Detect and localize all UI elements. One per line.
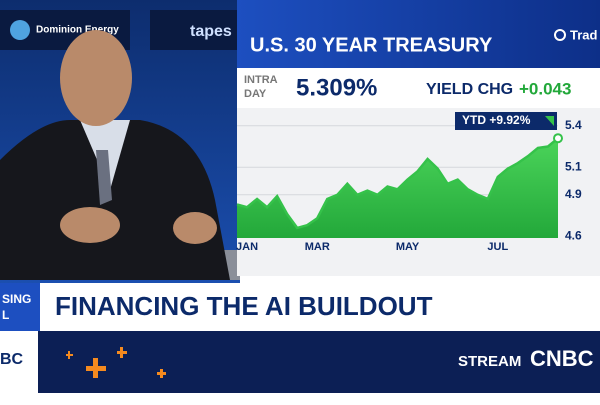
ytd-box [455, 112, 557, 130]
area [237, 138, 558, 238]
brand-icon [554, 29, 566, 41]
y-tick-label: 5.4 [565, 118, 582, 132]
headline: FINANCING THE AI BUILDOUT [55, 291, 433, 321]
wall-text: tapes [190, 23, 232, 40]
person-hand [60, 207, 120, 243]
person-tie [96, 150, 112, 205]
yield-value: 5.309% [296, 74, 377, 101]
line [236, 137, 559, 230]
x-tick-label: JUL [487, 241, 508, 253]
change-value: +0.043 [519, 79, 571, 98]
change-label: YIELD CHG [426, 81, 513, 98]
tag-box [0, 283, 40, 331]
person-hand [173, 212, 217, 244]
ytd-label: YTD +9.92% [462, 113, 531, 127]
headline-bar [0, 283, 600, 331]
tag-text: SING [2, 292, 31, 306]
studio-logo: Dominion Energy [36, 25, 119, 36]
left-logo-box [0, 331, 38, 393]
person-suit [0, 120, 230, 280]
y-tick-label: 5.1 [565, 159, 582, 173]
logo-icon [10, 20, 30, 40]
chart-header [237, 0, 600, 68]
x-tick-label: JAN [236, 241, 258, 253]
quote-bar [237, 68, 600, 108]
x-tick-label: MAY [396, 241, 420, 253]
y-tick-label: 4.9 [565, 187, 582, 201]
tag-text: L [2, 308, 9, 322]
intraday-label: DAY [244, 88, 267, 100]
plot: 5.4 5.1 4.9 4.6 JAN MAR MAY JUL [236, 118, 582, 253]
chart-title: U.S. 30 YEAR TREASURY [250, 34, 493, 56]
intraday-label: INTRA [244, 74, 278, 86]
left-logo: BC [0, 351, 24, 368]
stream-label: STREAM [458, 353, 521, 370]
end-point [553, 133, 563, 144]
ytd-arrow [545, 116, 554, 126]
network-logo: CNBC [530, 346, 594, 371]
decor-plus [66, 347, 166, 378]
studio-screen [150, 10, 240, 50]
y-tick-label: 4.6 [565, 228, 582, 242]
person-head [60, 30, 132, 126]
ticker-bar [0, 331, 600, 393]
x-tick-label: MAR [305, 241, 330, 253]
brand: Trad [570, 27, 598, 42]
